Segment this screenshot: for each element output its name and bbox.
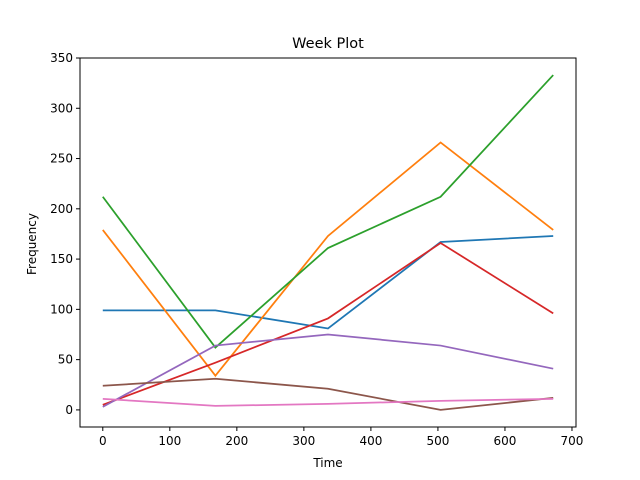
y-axis: 0 50 100 150 200 250 300 350 xyxy=(50,51,80,417)
series-layer xyxy=(102,74,554,411)
y-tick-label: 100 xyxy=(50,302,73,316)
x-tick-label: 100 xyxy=(158,434,181,448)
series-line-3 xyxy=(102,74,554,349)
plot-area xyxy=(79,57,577,428)
x-tick-label: 300 xyxy=(292,434,315,448)
series-line-2 xyxy=(102,141,554,378)
x-tick-label: 600 xyxy=(493,434,516,448)
y-tick-label: 50 xyxy=(58,353,73,367)
x-tick-label: 200 xyxy=(225,434,248,448)
y-tick-label: 250 xyxy=(50,152,73,166)
y-tick-label: 150 xyxy=(50,252,73,266)
x-tick-label: 0 xyxy=(99,434,107,448)
x-tick-label: 700 xyxy=(561,434,584,448)
series-line-5 xyxy=(102,333,554,408)
y-axis-label: Frequency xyxy=(25,213,39,275)
series-line-4 xyxy=(102,241,554,406)
series-line-7 xyxy=(102,397,554,407)
y-tick-label: 300 xyxy=(50,101,73,115)
x-tick-label: 500 xyxy=(426,434,449,448)
chart-title: Week Plot xyxy=(292,36,364,52)
y-tick-label: 0 xyxy=(65,403,73,417)
series-line-1 xyxy=(102,235,554,330)
x-tick-label: 400 xyxy=(359,434,382,448)
y-tick-label: 350 xyxy=(50,51,73,65)
x-axis-label: Time xyxy=(312,456,342,470)
y-tick-label: 200 xyxy=(50,202,73,216)
x-axis: 0 100 200 300 400 500 600 700 xyxy=(99,427,583,448)
series-line-6 xyxy=(102,377,554,411)
